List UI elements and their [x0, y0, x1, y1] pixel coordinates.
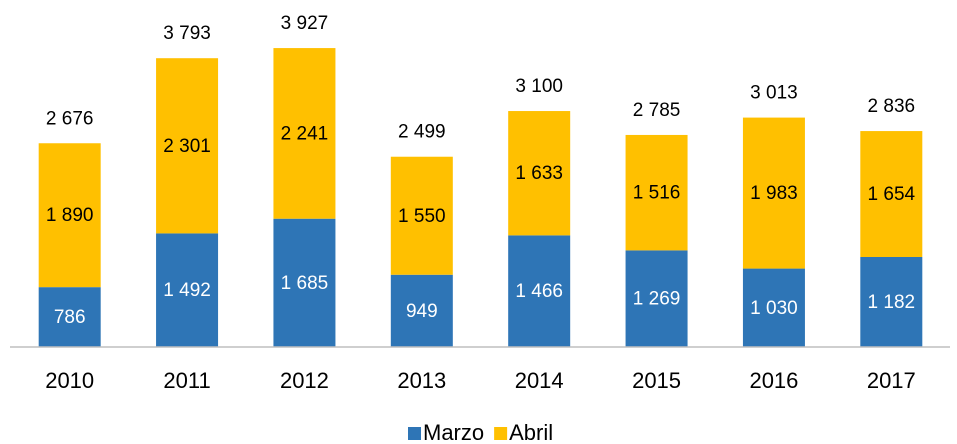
bar-segment [860, 131, 923, 258]
bar-segment [508, 235, 571, 347]
legend-label: Abril [509, 420, 553, 444]
x-tick-label: 2010 [45, 368, 94, 393]
total-label: 3 013 [750, 83, 798, 104]
bar-segment [38, 143, 101, 288]
bar-segment [508, 111, 571, 236]
bar-segment [742, 117, 805, 269]
bar-segment [273, 48, 336, 219]
data-label: 1 030 [750, 298, 798, 319]
total-label: 2 785 [633, 100, 681, 121]
legend-swatch [408, 427, 421, 440]
total-label: 3 793 [163, 23, 211, 44]
data-label: 1 633 [515, 163, 563, 184]
legend-swatch [494, 427, 508, 440]
data-label: 786 [54, 307, 86, 328]
data-label: 2 241 [281, 123, 329, 144]
data-label: 1 685 [281, 273, 329, 294]
data-label: 1 182 [868, 292, 916, 313]
total-label: 2 676 [46, 108, 94, 129]
bar-segment [625, 250, 688, 347]
total-label: 3 927 [281, 13, 329, 34]
x-tick-label: 2017 [867, 368, 916, 393]
x-tick-label: 2012 [280, 368, 329, 393]
data-label: 1 550 [398, 206, 446, 227]
total-label: 3 100 [515, 76, 563, 97]
x-tick-label: 2011 [163, 368, 210, 393]
bar-segment [742, 268, 805, 347]
data-label: 1 466 [515, 281, 563, 302]
total-label: 2 836 [868, 96, 916, 117]
data-label: 1 890 [46, 205, 94, 226]
x-tick-label: 2016 [749, 368, 798, 393]
x-tick-label: 2015 [632, 368, 681, 393]
bar-segment [390, 274, 453, 347]
bar-segment [38, 287, 101, 347]
bar-segment [860, 257, 923, 347]
x-tick-label: 2013 [397, 368, 446, 393]
bar-segment [273, 218, 336, 347]
data-label: 1 269 [633, 289, 681, 310]
bar-segment [156, 233, 219, 347]
bar-segment [156, 58, 219, 234]
data-label: 1 654 [868, 184, 916, 205]
data-label: 1 516 [633, 183, 681, 204]
data-label: 949 [406, 301, 438, 322]
total-label: 2 499 [398, 122, 446, 143]
legend-label: Marzo [423, 420, 484, 444]
data-label: 1 983 [750, 183, 798, 204]
x-tick-label: 2014 [515, 368, 564, 393]
bar-segment [390, 156, 453, 275]
bar-segment [625, 134, 688, 251]
data-label: 1 492 [163, 280, 211, 301]
data-label: 2 301 [163, 136, 211, 157]
